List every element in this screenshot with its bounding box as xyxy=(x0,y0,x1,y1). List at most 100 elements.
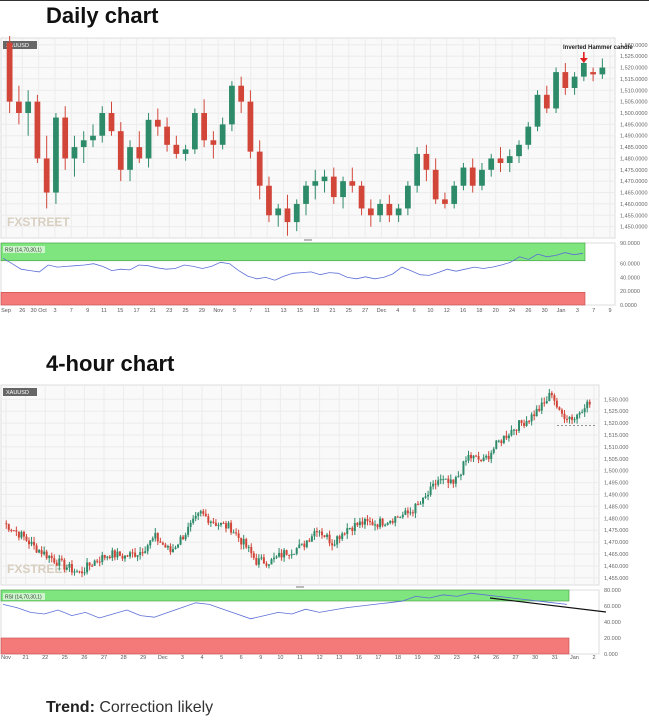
candle-body xyxy=(290,554,293,556)
top-border xyxy=(0,0,649,1)
y-tick-label: 1,480.0000 xyxy=(620,156,648,162)
candle-body xyxy=(394,516,397,523)
candle-body xyxy=(65,567,68,570)
candle-body xyxy=(371,521,374,526)
candle-body xyxy=(553,395,556,401)
candle-body xyxy=(447,478,450,483)
candle-body xyxy=(303,185,309,204)
candle-body xyxy=(439,479,442,481)
rsi-tag-bg xyxy=(3,593,45,600)
rsi-label: RSI (14,70,30,1) xyxy=(5,248,42,254)
candle-body xyxy=(91,565,94,567)
candle-body xyxy=(62,117,69,159)
candle-body xyxy=(103,555,106,558)
candle-body xyxy=(70,563,73,573)
rsi-oversold-zone xyxy=(0,637,570,655)
candle-body xyxy=(199,511,202,514)
fourh-chart-heading: 4-hour chart xyxy=(46,351,175,376)
candle-body xyxy=(580,63,587,77)
fourh-rsi-panel: 80.000 60.000 40.000 20.000 0.000 RSI (14,70,… xyxy=(0,588,621,661)
candle-body xyxy=(111,550,114,559)
candle-body xyxy=(353,523,356,531)
x-tick-label: Sep xyxy=(1,308,11,314)
candle-body xyxy=(38,550,41,553)
candle-body xyxy=(210,140,217,145)
candle-body xyxy=(40,550,43,555)
candle-body xyxy=(20,531,23,538)
rsi-label: RSI (14,70,30,1) xyxy=(5,595,42,601)
y-tick-label: 1,530.0000 xyxy=(620,43,648,49)
y-tick-label: 1,475.0000 xyxy=(620,168,648,174)
y-tick-label: 1,530.000 xyxy=(604,397,628,403)
candle-body xyxy=(460,167,467,186)
candle-body xyxy=(43,551,46,555)
candle-body xyxy=(305,540,308,548)
candle-body xyxy=(520,420,523,423)
candle-body xyxy=(506,156,513,163)
candle-body xyxy=(209,521,212,523)
x-tick-label: 20 xyxy=(434,655,440,661)
y-tick-label: 1,465.000 xyxy=(604,552,628,558)
y-tick-label: 1,495.000 xyxy=(604,481,628,487)
candle-body xyxy=(247,101,254,152)
fourh-chart: 1,530.000 1,525.000 1,520.000 1,515.000 1,51… xyxy=(0,384,628,661)
candle-body xyxy=(399,517,402,519)
candle-body xyxy=(93,560,96,566)
candle-body xyxy=(177,544,180,548)
candle-body xyxy=(377,203,383,216)
candle-body xyxy=(73,571,76,573)
candle-body xyxy=(343,533,346,535)
y-tick-label: 1,515.000 xyxy=(604,433,628,439)
candle-body xyxy=(136,555,139,557)
candle-body xyxy=(179,536,182,545)
x-tick-label: 21 xyxy=(23,655,29,661)
candle-body xyxy=(88,562,91,566)
y-tick-label: 1,450.0000 xyxy=(620,225,648,231)
x-tick-label: 5 xyxy=(233,308,236,314)
candle-body xyxy=(401,514,404,518)
candle-body xyxy=(173,144,180,154)
x-tick-label: 26 xyxy=(525,308,531,314)
candle-body xyxy=(497,440,500,442)
candle-body xyxy=(563,413,566,420)
x-tick-label: 6 xyxy=(413,308,416,314)
candle-body xyxy=(414,153,421,186)
candle-body xyxy=(323,535,326,537)
candle-body xyxy=(145,119,152,159)
candle-body xyxy=(232,532,235,534)
x-tick-label: 30 xyxy=(532,655,538,661)
x-tick-label: 18 xyxy=(476,308,482,314)
x-tick-label: 24 xyxy=(473,655,479,661)
candle-body xyxy=(174,547,177,550)
candle-body xyxy=(555,400,558,408)
x-tick-label: 15 xyxy=(117,308,123,314)
watermark: FXSTREET xyxy=(7,215,70,229)
x-tick-label: 3 xyxy=(181,655,184,661)
rsi-tag-bg xyxy=(3,246,45,253)
candle-body xyxy=(470,454,473,459)
candle-body xyxy=(312,181,319,186)
rsi-tick-label: 20.0000 xyxy=(620,289,640,295)
candle-body xyxy=(318,531,321,533)
candle-body xyxy=(106,556,109,558)
x-tick-label: 30 xyxy=(542,308,548,314)
trend-value: Correction likely xyxy=(99,699,214,716)
candle-body xyxy=(257,558,260,565)
y-tick-label: 1,455.0000 xyxy=(620,213,648,219)
candle-body xyxy=(256,151,263,186)
candle-body xyxy=(219,124,226,145)
candle-body xyxy=(127,147,133,170)
candle-body xyxy=(336,536,339,545)
candle-body xyxy=(315,531,318,533)
y-tick-label: 1,455.000 xyxy=(604,576,628,582)
candle-body xyxy=(96,560,99,562)
y-tick-label: 1,470.0000 xyxy=(620,179,648,185)
candle-body xyxy=(543,402,546,404)
candle-body xyxy=(207,516,210,523)
candle-body xyxy=(485,455,488,458)
candle-body xyxy=(381,518,384,526)
y-tick-label: 1,465.0000 xyxy=(620,191,648,197)
candle-body xyxy=(123,555,126,559)
candle-body xyxy=(548,392,551,402)
candle-body xyxy=(63,559,66,570)
